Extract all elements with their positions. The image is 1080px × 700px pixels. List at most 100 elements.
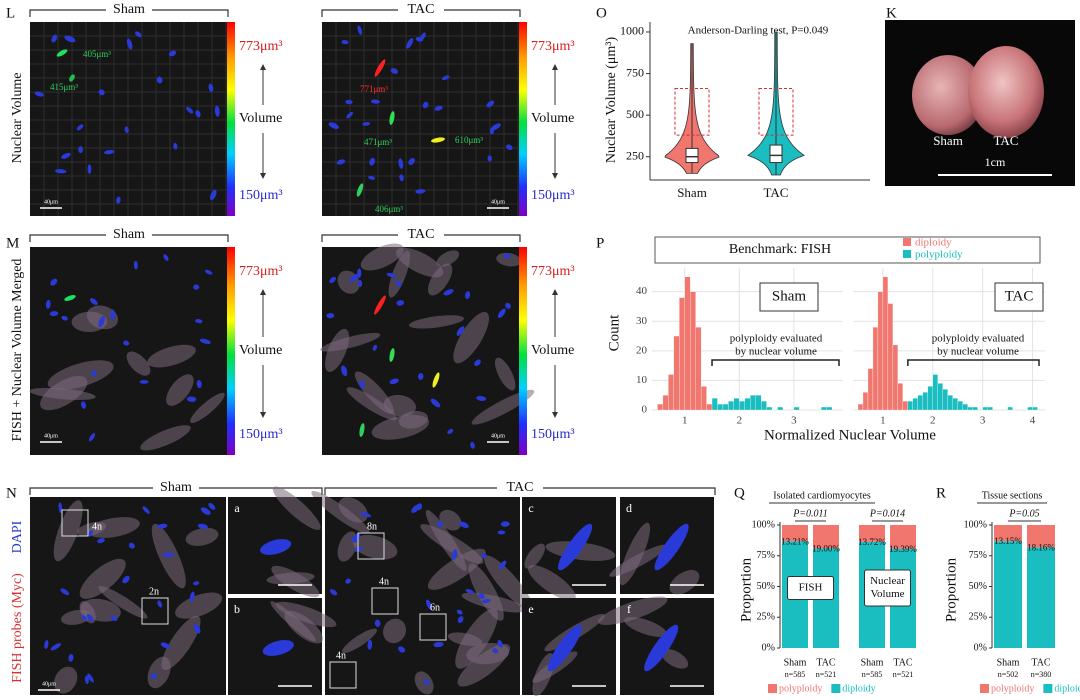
x-tick-label: 2: [737, 415, 743, 427]
nucleus: [360, 511, 372, 518]
nucleus: [492, 648, 499, 654]
group-label-box: [787, 576, 834, 600]
cell: [427, 548, 486, 590]
nucleus: [481, 553, 488, 559]
bar-segment: [813, 525, 839, 549]
cell: [341, 628, 377, 654]
scale-bar-label: 40μm: [44, 199, 58, 205]
histogram-bar: [867, 368, 874, 411]
histogram-bar: [882, 276, 889, 411]
nucleus: [199, 338, 211, 345]
highlight-nucleus: [431, 137, 445, 143]
histogram-bar: [821, 406, 827, 411]
histogram-bar: [700, 386, 707, 411]
volume-annotation: 471μm³: [364, 137, 392, 147]
volume-annotation: 610μm³: [455, 135, 483, 145]
nucleus: [458, 521, 469, 528]
y-label: FISH probes (Myc): [10, 573, 25, 683]
nucleus: [60, 588, 70, 596]
histogram-bar: [982, 406, 988, 411]
nucleus: [329, 589, 338, 596]
nucleus: [423, 679, 431, 685]
highlight-nucleus: [432, 372, 440, 388]
facet-label: Sham: [772, 288, 807, 304]
nucleus: [193, 284, 200, 290]
nucleus: [142, 506, 150, 514]
nucleus: [64, 35, 76, 43]
nucleus: [122, 575, 130, 584]
histogram-bar: [690, 291, 696, 411]
nucleus: [489, 127, 494, 135]
nucleus: [415, 189, 426, 194]
histogram-bar: [897, 383, 904, 411]
value-label: 13.15%: [994, 536, 1022, 546]
n-label: n=585: [785, 670, 806, 679]
nucleus: [89, 433, 96, 442]
legend-swatch: [768, 684, 777, 693]
nucleus: [87, 673, 94, 683]
nucleus: [61, 315, 68, 321]
highlight-nucleus: [64, 295, 76, 301]
nucleus: [195, 319, 203, 324]
inset-box: [371, 587, 399, 615]
nucleus: [54, 169, 67, 174]
scale-bar-label: 40μm: [42, 681, 56, 687]
nucleus: [173, 142, 178, 150]
inset-box: [329, 661, 357, 689]
p-value: P=0.011: [792, 508, 828, 519]
histogram-bar: [826, 406, 833, 411]
y-tick-label: 0%: [974, 642, 987, 653]
inset-label: e: [528, 602, 533, 616]
nucleus: [126, 38, 133, 50]
inset-label: a: [234, 501, 240, 515]
nucleus: [214, 105, 220, 117]
cell: [624, 616, 667, 637]
p-value: P=0.014: [869, 508, 905, 519]
bracket-gap: [106, 228, 152, 242]
nucleus: [422, 101, 429, 109]
volume-annotation: 405μm³: [83, 49, 111, 59]
inset-box: [141, 597, 169, 625]
nucleus: [336, 159, 346, 165]
histogram-bar: [912, 398, 918, 411]
bar-segment: [890, 525, 916, 549]
y-tick-label: 25%: [757, 612, 775, 623]
x-tick-label: Sham: [677, 185, 707, 200]
cell: [453, 311, 489, 364]
group-label: Nuclear: [870, 575, 905, 587]
y-label: DAPI: [10, 520, 25, 553]
annotation-bracket: [711, 359, 840, 366]
nucleus: [91, 370, 97, 377]
histogram-bar: [877, 291, 884, 411]
inset-label: c: [528, 501, 533, 515]
histogram-bar: [952, 398, 958, 411]
nucleus: [503, 253, 511, 259]
y-tick-label: 1000: [620, 24, 644, 38]
histogram-bar: [755, 395, 762, 411]
x-tick-label: TAC: [816, 657, 836, 668]
cell: [53, 500, 83, 562]
histogram-bar: [902, 400, 909, 411]
inset-nucleus: [558, 523, 593, 571]
nucleus: [396, 300, 405, 306]
cell: [669, 569, 700, 595]
scale-min: 150μm³: [531, 188, 575, 203]
nucleus: [110, 615, 118, 622]
nucleus: [408, 157, 416, 166]
n-label: n=585: [862, 670, 883, 679]
nucleus: [497, 639, 503, 648]
nucleus: [45, 299, 51, 309]
nucleus: [133, 260, 138, 270]
micrograph: [30, 247, 227, 455]
scale-min: 150μm³: [239, 427, 283, 442]
legend-label: polyploidy: [779, 683, 822, 694]
cell: [619, 522, 651, 586]
nucleus: [476, 395, 487, 401]
histogram-bar: [907, 400, 913, 411]
nucleus: [200, 507, 211, 515]
histogram-bar: [962, 403, 968, 411]
nucleus: [349, 274, 360, 282]
chart-title: Benchmark: FISH: [729, 242, 831, 257]
cell: [353, 534, 398, 560]
ploidy-label: 8n: [367, 521, 377, 532]
